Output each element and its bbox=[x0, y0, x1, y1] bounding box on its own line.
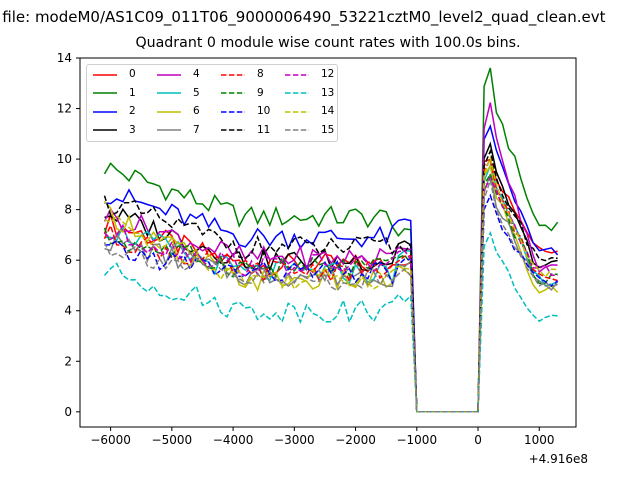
series-line-15 bbox=[103, 177, 558, 413]
legend-swatch bbox=[221, 88, 245, 98]
y-tick-label: 2 bbox=[64, 354, 72, 368]
y-tick-label: 4 bbox=[64, 304, 72, 318]
legend-item: 8 bbox=[221, 67, 264, 82]
legend-label: 0 bbox=[129, 68, 136, 80]
legend-swatch bbox=[157, 125, 181, 135]
legend-swatch bbox=[93, 125, 117, 135]
legend: 0 1 2 3 4 5 6 7 8 9 10 11 12 13 14 15 bbox=[86, 64, 338, 142]
figure-suptitle-wrap: n file: modeM0/AS1C09_011T06_9000006490_… bbox=[0, 0, 640, 30]
x-tick-label: 0 bbox=[474, 433, 482, 447]
legend-swatch bbox=[221, 125, 245, 135]
x-axis-offset-label: +4.916e8 bbox=[528, 452, 588, 466]
y-tick-label: 8 bbox=[64, 203, 72, 217]
legend-label: 4 bbox=[193, 68, 200, 80]
legend-swatch bbox=[285, 70, 309, 80]
plot-frame bbox=[79, 57, 577, 428]
legend-item: 12 bbox=[285, 67, 334, 82]
figure-suptitle: n file: modeM0/AS1C09_011T06_9000006490_… bbox=[0, 8, 606, 26]
legend-item: 5 bbox=[157, 86, 200, 101]
x-tick-label: −6000 bbox=[90, 433, 131, 447]
legend-label: 14 bbox=[321, 105, 335, 117]
x-tick-label: −2000 bbox=[335, 433, 376, 447]
x-tick-label: −5000 bbox=[152, 433, 193, 447]
y-tick-label: 12 bbox=[57, 102, 72, 116]
legend-item: 14 bbox=[285, 104, 334, 119]
legend-swatch bbox=[93, 70, 117, 80]
series-line-4 bbox=[103, 102, 558, 413]
legend-swatch bbox=[285, 107, 309, 117]
legend-item: 11 bbox=[221, 123, 270, 138]
y-tick-label: 10 bbox=[57, 152, 72, 166]
y-tick-label: 0 bbox=[64, 405, 72, 419]
legend-label: 10 bbox=[257, 105, 271, 117]
legend-swatch bbox=[157, 107, 181, 117]
legend-label: 8 bbox=[257, 68, 264, 80]
x-tick-label: −3000 bbox=[274, 433, 315, 447]
legend-label: 2 bbox=[129, 105, 136, 117]
legend-swatch bbox=[93, 88, 117, 98]
series-line-7 bbox=[104, 173, 559, 413]
series-line-11 bbox=[103, 148, 558, 413]
legend-swatch bbox=[221, 107, 245, 117]
legend-item: 13 bbox=[285, 86, 334, 101]
legend-item: 0 bbox=[93, 67, 136, 82]
y-axis-ticks: 0 2 4 6 8 10 12 14 bbox=[57, 51, 80, 419]
legend-label: 3 bbox=[129, 123, 136, 136]
legend-item: 2 bbox=[93, 104, 136, 119]
legend-label: 12 bbox=[321, 68, 335, 80]
series-layer bbox=[103, 67, 559, 413]
legend-item: 7 bbox=[157, 123, 200, 138]
x-tick-label: 1000 bbox=[524, 433, 555, 447]
x-tick-label: −4000 bbox=[213, 433, 254, 447]
series-line-5 bbox=[104, 162, 558, 413]
legend-label: 1 bbox=[129, 86, 136, 99]
series-line-0 bbox=[103, 158, 558, 413]
x-axis-ticks: −6000 −5000 −4000 −3000 −2000 −1000 0 1000 bbox=[90, 427, 555, 447]
legend-label: 6 bbox=[193, 105, 200, 117]
series-line-13 bbox=[103, 230, 558, 413]
chart-title: Quadrant 0 module wise count rates with … bbox=[135, 35, 521, 51]
legend-swatch bbox=[221, 70, 245, 80]
legend-item: 10 bbox=[221, 104, 270, 119]
x-tick-label: −1000 bbox=[396, 433, 437, 447]
y-tick-label: 14 bbox=[57, 51, 72, 65]
legend-swatch bbox=[285, 88, 309, 98]
legend-label: 13 bbox=[321, 86, 335, 99]
legend-label: 15 bbox=[321, 123, 335, 136]
series-line-8 bbox=[103, 157, 558, 413]
legend-item: 15 bbox=[285, 123, 334, 138]
legend-swatch bbox=[157, 88, 181, 98]
legend-item: 3 bbox=[93, 123, 136, 138]
y-tick-label: 6 bbox=[64, 253, 72, 267]
series-line-12 bbox=[103, 176, 558, 413]
series-line-6 bbox=[103, 164, 559, 413]
legend-item: 4 bbox=[157, 67, 200, 82]
legend-label: 11 bbox=[257, 123, 271, 136]
legend-label: 5 bbox=[193, 86, 200, 99]
legend-swatch bbox=[157, 70, 181, 80]
legend-label: 7 bbox=[193, 123, 200, 136]
legend-item: 9 bbox=[221, 86, 264, 101]
legend-item: 1 bbox=[93, 86, 136, 101]
legend-item: 6 bbox=[157, 104, 200, 119]
legend-swatch bbox=[285, 125, 309, 135]
series-line-10 bbox=[104, 193, 559, 413]
legend-swatch bbox=[93, 107, 117, 117]
legend-label: 9 bbox=[257, 86, 264, 99]
series-line-14 bbox=[104, 155, 558, 413]
series-line-9 bbox=[103, 172, 558, 413]
